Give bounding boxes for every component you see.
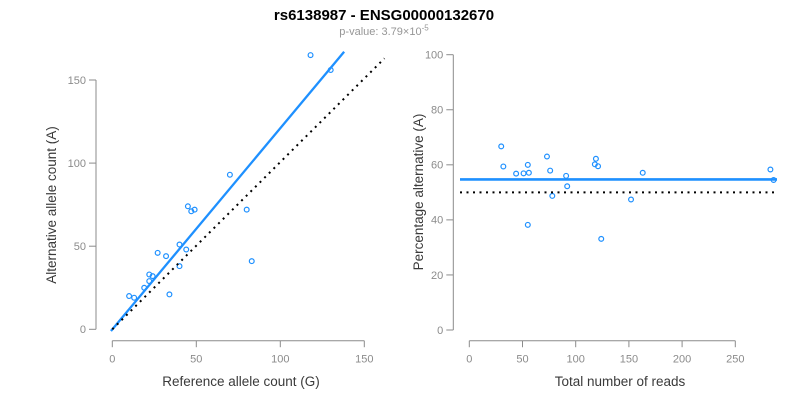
- data-point: [564, 183, 571, 190]
- data-point: [500, 163, 507, 170]
- y-tick-label: 50: [74, 241, 86, 253]
- y-tick-label: 40: [431, 215, 443, 227]
- data-point: [146, 271, 153, 278]
- x-tick-label: 50: [516, 354, 528, 366]
- data-point: [248, 258, 255, 265]
- pvalue-exponent: -5: [421, 23, 429, 33]
- data-point: [191, 206, 198, 213]
- data-point: [595, 163, 602, 170]
- y-tick-label: 80: [431, 105, 443, 117]
- allele-counts-scatter: 0 50 100 150 0 50 100 150 Reference allele count…: [44, 51, 386, 389]
- data-point: [176, 263, 183, 270]
- y-tick-label: 20: [431, 270, 443, 282]
- x-tick-label: 100: [271, 354, 289, 366]
- x-tick-label: 150: [620, 354, 638, 366]
- data-point: [166, 291, 173, 298]
- data-point: [513, 170, 520, 177]
- data-point: [131, 294, 138, 301]
- x-tick-label: 100: [567, 354, 585, 366]
- data-point: [639, 169, 646, 176]
- data-point: [520, 170, 527, 177]
- data-point: [598, 235, 605, 242]
- pvalue-text: p-value: 3.79×10: [339, 26, 422, 38]
- y-tick-label: 100: [425, 50, 443, 62]
- data-point: [126, 293, 133, 300]
- y-tick-label: 0: [437, 325, 443, 337]
- identity-line: [111, 57, 386, 331]
- y-tick-label: 60: [431, 160, 443, 172]
- x-axis-title: Reference allele count (G): [162, 374, 320, 389]
- y-tick-label: 100: [68, 158, 86, 170]
- data-point: [307, 52, 314, 59]
- data-point: [547, 167, 554, 174]
- data-point: [563, 172, 570, 179]
- x-tick-label: 250: [726, 354, 744, 366]
- y-axis-title: Percentage alternative (A): [411, 114, 426, 271]
- data-point: [184, 203, 191, 210]
- data-point: [525, 169, 532, 176]
- x-tick-label: 50: [190, 354, 202, 366]
- data-point: [628, 196, 635, 203]
- data-point: [524, 221, 531, 228]
- x-tick-label: 0: [109, 354, 115, 366]
- data-point: [524, 161, 531, 168]
- percentage-scatter: 0 20 40 60 80 100 0 50 100 150 200 250 Total number …: [411, 50, 777, 389]
- data-point: [163, 253, 170, 260]
- data-point: [183, 246, 190, 253]
- data-point: [154, 249, 161, 256]
- y-tick-label: 150: [68, 75, 86, 87]
- data-point: [549, 192, 556, 199]
- data-point: [592, 155, 599, 162]
- x-axis-title: Total number of reads: [555, 374, 686, 389]
- data-point: [243, 206, 250, 213]
- y-tick-label: 0: [80, 324, 86, 336]
- data-point: [767, 166, 774, 173]
- data-point: [226, 171, 233, 178]
- data-point: [543, 153, 550, 160]
- figure-title: rs6138987 - ENSG00000132670: [273, 7, 495, 24]
- y-axis-title: Alternative allele count (A): [44, 126, 59, 284]
- x-tick-label: 200: [673, 354, 691, 366]
- x-tick-label: 0: [466, 354, 472, 366]
- figure-subtitle: p-value: 3.79×10-5: [0, 23, 768, 38]
- data-point: [498, 143, 505, 150]
- fitted-ratio-line: [110, 51, 346, 332]
- x-tick-label: 150: [355, 354, 373, 366]
